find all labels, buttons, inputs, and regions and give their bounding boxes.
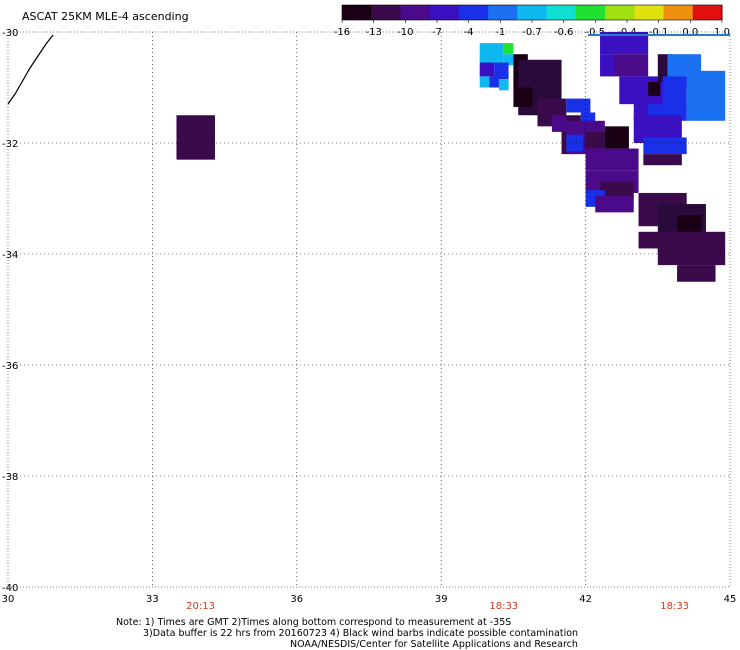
data-cell xyxy=(503,54,514,66)
x-tick-label: 45 xyxy=(724,594,737,605)
y-tick-label: -40 xyxy=(2,583,18,594)
y-tick-label: -32 xyxy=(2,139,18,150)
colorbar-label: -0.5 xyxy=(586,27,606,38)
data-cell xyxy=(585,131,605,149)
colorbar-swatch xyxy=(605,5,635,20)
y-tick-labels: -30 -32 -34 -36 -38 -40 xyxy=(2,28,18,594)
data-cell xyxy=(498,79,509,91)
colorbar-swatch xyxy=(575,5,606,20)
time-label: 18:33 xyxy=(489,601,518,612)
coastline xyxy=(7,34,54,105)
data-cell xyxy=(657,231,726,266)
colorbar-swatch xyxy=(400,5,431,20)
y-tick-label: -30 xyxy=(2,28,18,39)
time-labels: 20:13 18:33 18:33 xyxy=(186,601,689,612)
colorbar-swatch xyxy=(342,5,372,20)
colorbar-swatch xyxy=(692,5,723,20)
data-cell xyxy=(638,231,663,249)
colorbar-swatch xyxy=(488,5,518,20)
x-tick-label: 36 xyxy=(290,594,303,605)
data-cell xyxy=(566,98,591,113)
data-cell xyxy=(176,115,215,160)
colorbar-label: 0.0 xyxy=(682,27,698,38)
data-cell xyxy=(643,137,687,155)
colorbar-label: -16 xyxy=(334,27,350,38)
x-tick-label: 30 xyxy=(2,594,15,605)
colorbar-swatch xyxy=(458,5,489,20)
x-tick-labels: 30 33 36 39 42 45 xyxy=(2,594,737,605)
colorbar-label: -4 xyxy=(464,27,474,38)
y-tick-label: -36 xyxy=(2,361,18,372)
colorbar-label: -1 xyxy=(495,27,505,38)
data-cell xyxy=(479,76,490,88)
time-label: 20:13 xyxy=(186,601,215,612)
data-cell xyxy=(595,195,634,213)
data-cell xyxy=(686,70,726,121)
colorbar-swatch xyxy=(429,5,460,20)
data-cell xyxy=(585,148,639,171)
x-tick-label: 39 xyxy=(435,594,448,605)
data-cell xyxy=(489,76,499,88)
y-tick-label: -38 xyxy=(2,472,18,483)
colorbar-label: -0.6 xyxy=(554,27,574,38)
data-cell xyxy=(503,43,514,55)
data-cell xyxy=(677,265,716,282)
data-cell xyxy=(479,62,495,77)
y-tick-label: -34 xyxy=(2,250,18,261)
time-label: 18:33 xyxy=(660,601,689,612)
note-line-1: Note: 1) Times are GMT 2)Times along bot… xyxy=(116,617,512,628)
data-cell xyxy=(513,87,533,107)
colorbar-label: -0.7 xyxy=(522,27,542,38)
note-line-2: 3)Data buffer is 22 hrs from 20160723 4)… xyxy=(143,628,579,639)
colorbar-swatch xyxy=(634,5,665,20)
colorbar-swatch xyxy=(371,5,401,20)
colorbar xyxy=(341,4,723,21)
colorbar-label: 1.0 xyxy=(714,27,730,38)
colorbar-label: -0.1 xyxy=(649,27,669,38)
data-cell xyxy=(648,81,661,96)
data-cell xyxy=(662,76,687,110)
colorbar-label: -13 xyxy=(365,27,381,38)
plot-frame xyxy=(7,31,731,588)
x-tick-label: 33 xyxy=(146,594,159,605)
data-cell xyxy=(609,54,649,77)
data-cell xyxy=(604,126,629,149)
map-gridlines xyxy=(8,32,730,587)
data-cell xyxy=(551,115,567,132)
colorbar-swatch xyxy=(546,5,577,20)
colorbar-swatch xyxy=(663,5,694,20)
data-cell xyxy=(600,54,615,77)
colorbar-swatch xyxy=(517,5,548,20)
map-title: ASCAT 25KM MLE-4 ascending xyxy=(22,10,189,23)
data-cells xyxy=(176,32,726,282)
colorbar-label: -10 xyxy=(397,27,413,38)
data-cell xyxy=(600,181,634,199)
data-cell xyxy=(479,43,504,63)
data-cell xyxy=(566,134,584,152)
data-cell xyxy=(494,62,509,80)
data-cell xyxy=(643,154,682,166)
note-line-3: NOAA/NESDIS/Center for Satellite Applica… xyxy=(290,639,578,650)
data-cell xyxy=(600,32,649,55)
x-tick-label: 42 xyxy=(579,594,592,605)
colorbar-label: -7 xyxy=(432,27,442,38)
